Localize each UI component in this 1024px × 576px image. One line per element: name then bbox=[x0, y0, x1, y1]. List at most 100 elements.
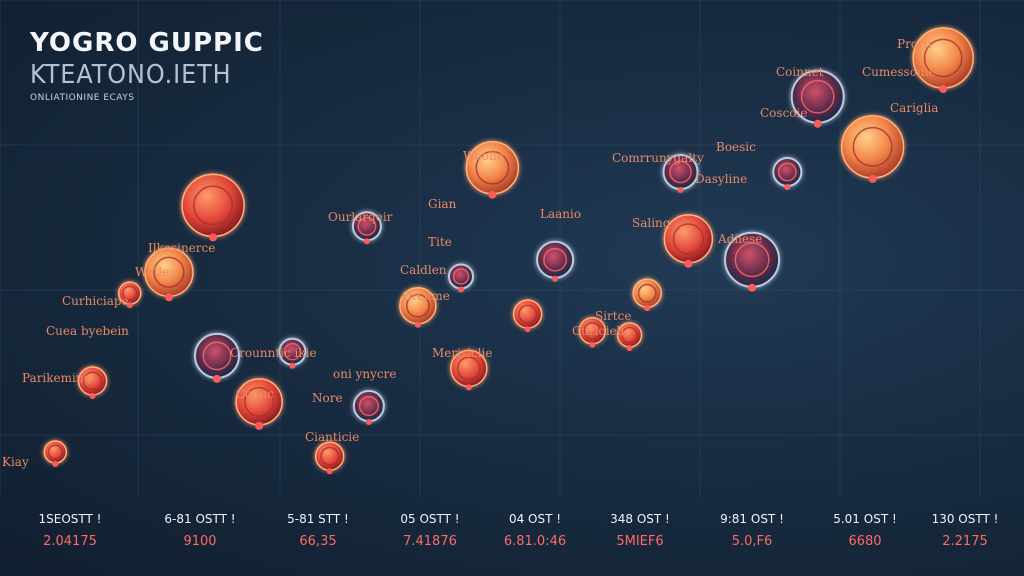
data-point-ourlarqeir[interactable] bbox=[351, 211, 382, 498]
x-tick-value: 6680 bbox=[848, 534, 881, 549]
data-point-prorli[interactable] bbox=[912, 27, 974, 498]
x-tick-value: 5.0,F6 bbox=[732, 534, 773, 549]
x-tick-label: 130 OSTT ! bbox=[932, 512, 999, 526]
point-marker-inner bbox=[358, 395, 379, 417]
data-point-unlabeled-26[interactable] bbox=[616, 322, 643, 498]
point-joint bbox=[52, 461, 59, 468]
point-joint bbox=[363, 238, 370, 245]
point-joint bbox=[126, 302, 133, 309]
data-point-coshe[interactable] bbox=[77, 366, 108, 498]
point-marker-inner bbox=[777, 162, 797, 182]
x-tick-label: 348 OST ! bbox=[610, 512, 670, 526]
point-marker-inner bbox=[800, 79, 835, 114]
data-point-curloielie[interactable] bbox=[578, 317, 607, 498]
annotation-label: Dasyline bbox=[695, 172, 747, 186]
annotation-label: Woolie bbox=[463, 149, 504, 163]
data-point-orceme[interactable] bbox=[448, 263, 474, 498]
point-joint bbox=[255, 421, 264, 430]
annotation-label: oni ynycre bbox=[333, 367, 396, 381]
x-tick-label: 6-81 OSTT ! bbox=[164, 512, 235, 526]
point-joint bbox=[488, 190, 497, 199]
annotation-label: Gian bbox=[428, 197, 457, 211]
point-joint bbox=[748, 283, 757, 292]
point-joint bbox=[589, 341, 596, 348]
point-marker bbox=[512, 299, 543, 329]
annotation-label: Tite bbox=[428, 235, 452, 249]
data-point-kiay[interactable] bbox=[43, 440, 68, 498]
x-tick-value: 6.81.0:46 bbox=[504, 534, 566, 549]
data-point-curhiciape[interactable] bbox=[144, 247, 194, 498]
chart-title: YOGRO GUPPIC bbox=[30, 28, 264, 58]
x-tick-value: 66,35 bbox=[299, 534, 336, 549]
annotation-label: Comrrunygalty bbox=[612, 151, 704, 165]
annotation-label: Prorli bbox=[897, 37, 932, 51]
x-tick-label: 9:81 OST ! bbox=[720, 512, 784, 526]
data-point-ocoboartie[interactable] bbox=[536, 240, 575, 498]
point-marker-inner bbox=[583, 321, 602, 340]
point-marker bbox=[772, 156, 803, 187]
point-joint bbox=[414, 321, 421, 328]
data-point-coscoie[interactable] bbox=[790, 69, 845, 498]
point-marker-inner bbox=[193, 185, 234, 226]
point-joint bbox=[939, 85, 948, 93]
data-point-coanc[interactable] bbox=[278, 337, 307, 498]
annotation-label: Curloielie bbox=[572, 324, 631, 338]
point-joint bbox=[326, 468, 333, 475]
annotation-label: Caldlen bbox=[400, 263, 447, 277]
point-marker bbox=[43, 440, 68, 464]
data-point-merisiclie[interactable] bbox=[450, 349, 488, 498]
point-joint bbox=[209, 233, 218, 242]
point-marker-inner bbox=[47, 444, 63, 460]
data-point-caldlen[interactable] bbox=[399, 286, 437, 498]
annotation-label: Sirtce bbox=[595, 309, 631, 323]
annotation-label: Cariglia bbox=[890, 101, 938, 115]
annotation-label: Merisiclie bbox=[432, 346, 492, 360]
point-marker-inner bbox=[122, 285, 138, 301]
x-tick-label: 05 OSTT ! bbox=[400, 512, 459, 526]
data-point-tite[interactable] bbox=[512, 299, 543, 498]
point-marker-inner bbox=[283, 342, 302, 361]
annotation-label: Laanio bbox=[540, 207, 581, 221]
point-marker-inner bbox=[475, 150, 510, 185]
data-point-adiiese[interactable] bbox=[663, 214, 714, 498]
point-marker-inner bbox=[734, 242, 770, 278]
annotation-label: Saling bbox=[632, 216, 671, 230]
data-point-dasyline[interactable] bbox=[772, 156, 803, 498]
data-point-boesic[interactable] bbox=[724, 231, 781, 498]
point-marker bbox=[352, 390, 385, 423]
point-marker-inner bbox=[637, 283, 657, 303]
data-point-cianticie[interactable] bbox=[314, 441, 345, 498]
data-point-unlabeled-8[interactable] bbox=[235, 378, 283, 498]
data-point-unlabeled-7[interactable] bbox=[193, 332, 240, 498]
annotation-label: Ilkesinerce bbox=[148, 241, 215, 255]
annotation-label: Orceme bbox=[402, 289, 450, 303]
data-point-saling[interactable] bbox=[662, 153, 699, 498]
point-marker bbox=[314, 441, 345, 471]
annotation-label: Crounntic ikie bbox=[230, 346, 317, 360]
annotation-label: Curhiciape bbox=[62, 294, 129, 308]
point-marker bbox=[536, 240, 575, 279]
chart-caption: ONLIATIONINE ECAYS bbox=[30, 93, 135, 103]
data-point-sirtce[interactable] bbox=[632, 278, 662, 498]
data-point-gian[interactable] bbox=[465, 141, 520, 498]
point-marker-inner bbox=[852, 126, 893, 167]
x-tick-value: 2.04175 bbox=[43, 534, 97, 549]
point-marker-inner bbox=[357, 216, 377, 236]
point-joint bbox=[164, 293, 173, 302]
annotation-label: Coscoie bbox=[760, 106, 807, 120]
x-tick-label: 04 OST ! bbox=[509, 512, 561, 526]
annotation-label: Cuea byebein bbox=[46, 324, 129, 338]
point-joint bbox=[212, 374, 221, 383]
point-marker bbox=[663, 214, 714, 264]
data-point-cuea-byebein[interactable] bbox=[118, 281, 142, 498]
point-marker-inner bbox=[672, 223, 704, 255]
x-tick-value: 5MIEF6 bbox=[616, 534, 663, 549]
annotation-label: Cianticie bbox=[305, 430, 359, 444]
data-point-cariglia[interactable] bbox=[840, 115, 905, 498]
point-marker-inner bbox=[621, 326, 638, 344]
data-point-nore[interactable] bbox=[352, 390, 385, 498]
point-marker bbox=[448, 263, 474, 290]
annotation-label: Nore bbox=[312, 391, 343, 405]
point-marker-inner bbox=[518, 304, 538, 324]
